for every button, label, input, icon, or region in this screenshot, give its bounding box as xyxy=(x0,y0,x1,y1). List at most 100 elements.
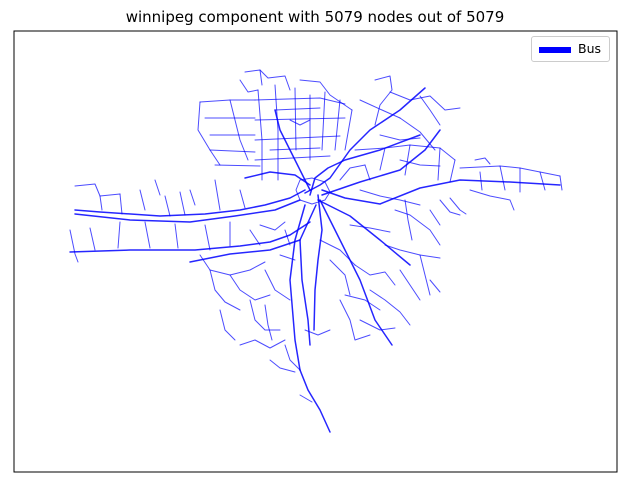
network-edge xyxy=(279,254,296,261)
network-edge xyxy=(299,79,353,111)
network-edge xyxy=(359,99,401,119)
network-edge xyxy=(139,189,146,211)
network-edge xyxy=(329,259,351,296)
network-edge xyxy=(189,189,196,206)
network-edge xyxy=(189,239,301,263)
network-edge xyxy=(321,179,561,205)
network-edge xyxy=(364,164,371,181)
network-edge xyxy=(164,195,171,217)
network-edge xyxy=(244,69,291,91)
network-edge xyxy=(99,195,103,211)
network-edge xyxy=(269,359,296,373)
network-edge xyxy=(344,294,381,311)
network-edge xyxy=(214,179,221,211)
network-edge xyxy=(144,221,151,249)
network-edge xyxy=(419,95,441,126)
network-edge xyxy=(354,264,396,286)
network-edge xyxy=(394,209,441,246)
network-edge xyxy=(209,269,241,311)
network-edge xyxy=(474,157,491,165)
network-edge xyxy=(299,394,313,403)
network-edge xyxy=(174,223,179,249)
network-edge xyxy=(254,97,346,105)
network-edge xyxy=(119,193,123,215)
network-edge xyxy=(379,134,421,141)
network-edge xyxy=(319,239,356,266)
network-edge xyxy=(559,175,563,191)
figure-title: winnipeg component with 5079 nodes out o… xyxy=(125,8,505,26)
network-edge xyxy=(339,164,366,181)
network-edge xyxy=(429,279,441,293)
legend: Bus xyxy=(531,36,610,62)
plot-area-frame xyxy=(13,30,618,473)
network-edge xyxy=(204,224,211,251)
network-edge xyxy=(449,197,467,215)
network-edge xyxy=(389,91,461,111)
network-edge xyxy=(374,75,393,126)
network-edge xyxy=(479,171,483,191)
network-edge xyxy=(399,159,441,167)
network-edge xyxy=(209,149,256,153)
network-edge xyxy=(219,309,236,341)
network-edge xyxy=(249,299,281,331)
network-edge xyxy=(359,319,396,331)
network-edge xyxy=(319,199,393,346)
network-edge xyxy=(74,183,121,197)
network-edge xyxy=(321,91,326,151)
network-edge xyxy=(179,191,186,216)
network-edge xyxy=(295,177,331,205)
network-edge xyxy=(214,164,261,167)
network-edge xyxy=(259,221,286,231)
network-edge xyxy=(359,189,421,206)
network-edge xyxy=(349,224,391,233)
network-edge xyxy=(284,229,291,246)
network-edge xyxy=(117,221,121,249)
network-edge xyxy=(259,69,263,86)
network-edge xyxy=(399,117,436,151)
network-edge xyxy=(274,107,321,111)
network-edge xyxy=(379,147,386,171)
network-edge xyxy=(254,117,346,121)
network-edge xyxy=(264,269,291,301)
network-edge xyxy=(239,189,246,209)
network-edge xyxy=(74,189,306,217)
network-edge xyxy=(269,147,321,151)
network-edge xyxy=(334,99,341,151)
network-edge xyxy=(469,189,515,211)
network-edge xyxy=(304,87,426,194)
network-edge xyxy=(304,329,331,336)
network-edge xyxy=(313,194,323,331)
network-edge xyxy=(284,344,301,371)
network-edge xyxy=(254,135,341,141)
network-edge xyxy=(264,304,273,341)
network-edge xyxy=(69,221,311,253)
network-edge xyxy=(317,199,411,266)
network-edge xyxy=(299,369,331,433)
network-edge xyxy=(419,254,431,296)
network-edge xyxy=(89,227,96,251)
network-edge xyxy=(404,199,413,241)
network-edge xyxy=(74,199,301,223)
network-edge xyxy=(437,147,441,181)
network-edge xyxy=(429,209,441,226)
network-edge xyxy=(239,79,259,93)
network-edge xyxy=(197,101,221,166)
network-edge xyxy=(229,274,271,301)
network-edge xyxy=(499,165,506,191)
network-edge xyxy=(274,109,311,191)
network-edge xyxy=(344,109,353,151)
network-edge xyxy=(274,84,279,181)
network-edge xyxy=(289,119,311,126)
network-edge xyxy=(449,159,456,183)
network-edge xyxy=(399,269,421,301)
network-edge xyxy=(384,244,441,259)
network-edge xyxy=(299,204,317,346)
network-edge xyxy=(439,199,461,216)
network-edge xyxy=(289,204,306,371)
network-edge xyxy=(369,289,411,326)
network-edge xyxy=(154,179,161,196)
bus-network-edges xyxy=(69,69,563,433)
network-edge xyxy=(539,171,546,191)
legend-swatch-bus xyxy=(539,47,571,53)
